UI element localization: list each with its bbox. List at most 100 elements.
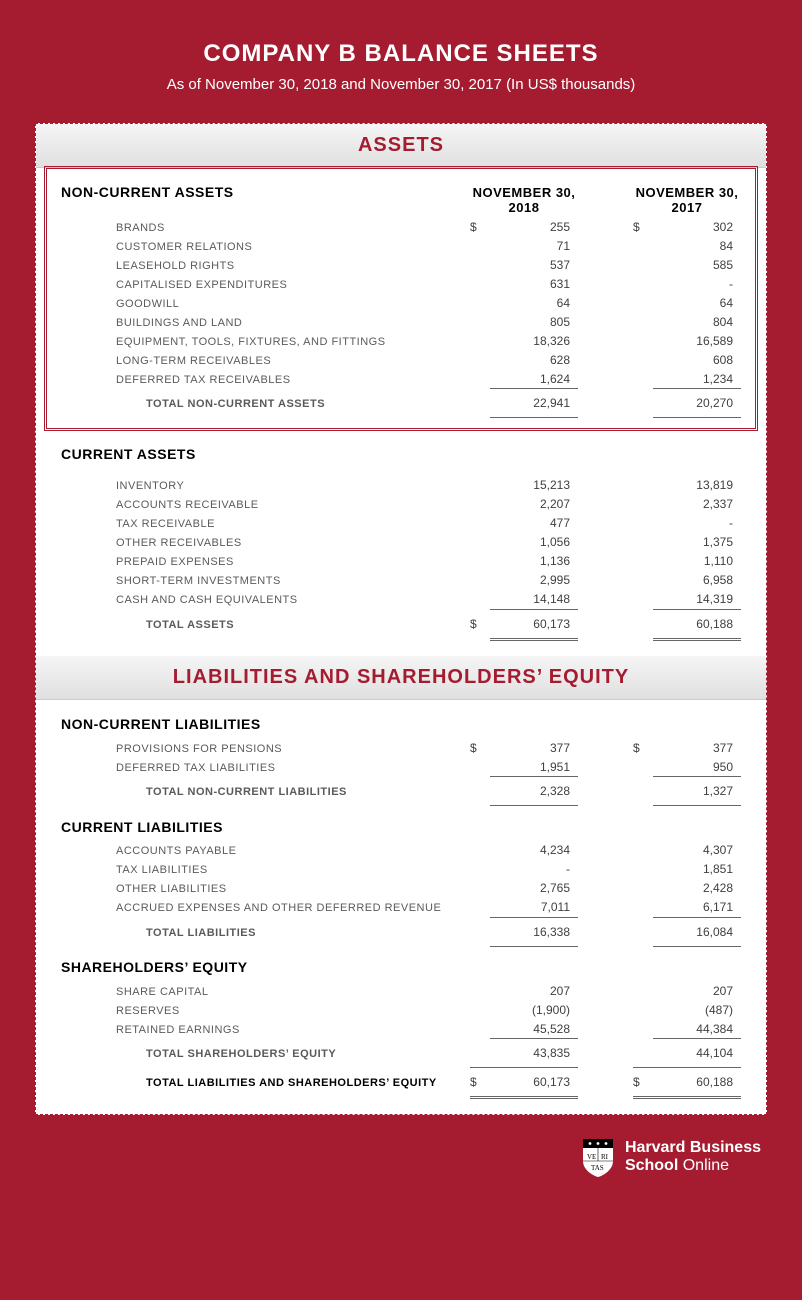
- line-item-value: -: [490, 860, 578, 879]
- non-current-assets-box: NON-CURRENT ASSETS NOVEMBER 30, 2018 NOV…: [46, 168, 756, 429]
- line-item-value: 377: [653, 738, 741, 757]
- currency-symbol: [470, 274, 490, 293]
- currency-symbol: [470, 350, 490, 369]
- subtotal-value: 2,328: [490, 777, 578, 806]
- subtotal-label: TOTAL LIABILITIES: [61, 917, 470, 946]
- currency-symbol: [470, 757, 490, 777]
- page-title: COMPANY B BALANCE SHEETS: [35, 40, 767, 68]
- line-item-value: 14,319: [653, 590, 741, 610]
- line-item-value: 207: [490, 981, 578, 1000]
- line-item-value: 477: [490, 514, 578, 533]
- line-item-label: TAX LIABILITIES: [61, 860, 470, 879]
- currency-symbol: [470, 571, 490, 590]
- subtotal-label: TOTAL SHAREHOLDERS’ EQUITY: [61, 1039, 470, 1068]
- line-item-value: 1,110: [653, 552, 741, 571]
- line-item-value: 15,213: [490, 476, 578, 495]
- currency-symbol: [633, 533, 653, 552]
- line-item-value: 255: [490, 217, 578, 236]
- hbs-line1: Harvard Business: [625, 1139, 761, 1157]
- line-item-value: 1,951: [490, 757, 578, 777]
- currency-symbol: [633, 476, 653, 495]
- line-item-value: 631: [490, 274, 578, 293]
- line-item-value: 6,958: [653, 571, 741, 590]
- currency-symbol: [470, 476, 490, 495]
- line-item-label: ACCOUNTS RECEIVABLE: [61, 495, 470, 514]
- non-current-liabilities-table: NON-CURRENT LIABILITIES PROVISIONS FOR P…: [61, 714, 741, 807]
- line-item-label: CUSTOMER RELATIONS: [61, 236, 470, 255]
- line-item-label: RETAINED EARNINGS: [61, 1019, 470, 1039]
- non-current-assets-table: NON-CURRENT ASSETS NOVEMBER 30, 2018 NOV…: [61, 181, 741, 418]
- hbs-line2b: Online: [683, 1157, 729, 1174]
- group-title: NON-CURRENT LIABILITIES: [61, 714, 741, 739]
- line-item-value: (487): [653, 1000, 741, 1019]
- line-item-value: 302: [653, 217, 741, 236]
- line-item-value: 377: [490, 738, 578, 757]
- currency-symbol: $: [470, 609, 490, 639]
- subtotal-value: 1,327: [653, 777, 741, 806]
- line-item-label: CASH AND CASH EQUIVALENTS: [61, 590, 470, 610]
- grand-total-value: 60,188: [653, 1068, 741, 1098]
- svg-text:TAS: TAS: [591, 1164, 604, 1172]
- line-item-value: 7,011: [490, 898, 578, 918]
- line-item-value: 1,375: [653, 533, 741, 552]
- line-item-label: GOODWILL: [61, 293, 470, 312]
- line-item-label: OTHER LIABILITIES: [61, 879, 470, 898]
- currency-symbol: [633, 495, 653, 514]
- subtotal-value: 16,338: [490, 917, 578, 946]
- line-item-value: 13,819: [653, 476, 741, 495]
- line-item-value: 84: [653, 236, 741, 255]
- line-item-value: -: [653, 274, 741, 293]
- line-item-label: TAX RECEIVABLE: [61, 514, 470, 533]
- line-item-label: EQUIPMENT, TOOLS, FIXTURES, AND FITTINGS: [61, 331, 470, 350]
- group-title: NON-CURRENT ASSETS: [61, 181, 470, 217]
- line-item-value: 6,171: [653, 898, 741, 918]
- subtotal-value: 43,835: [490, 1039, 578, 1068]
- line-item-value: 64: [653, 293, 741, 312]
- line-item-label: OTHER RECEIVABLES: [61, 533, 470, 552]
- currency-symbol: $: [633, 738, 653, 757]
- currency-symbol: [470, 841, 490, 860]
- currency-symbol: [470, 495, 490, 514]
- section-header-assets: ASSETS: [36, 124, 766, 168]
- currency-symbol: [470, 1019, 490, 1039]
- grand-total-label: TOTAL ASSETS: [61, 609, 470, 639]
- currency-symbol: [633, 312, 653, 331]
- line-item-value: 45,528: [490, 1019, 578, 1039]
- grand-total-value: 60,173: [490, 609, 578, 639]
- hbs-logo: VE RI TAS Harvard Business School Online: [581, 1137, 761, 1177]
- line-item-value: 1,624: [490, 369, 578, 389]
- column-header: NOVEMBER 30, 2018: [470, 181, 578, 217]
- line-item-value: 805: [490, 312, 578, 331]
- current-assets-table: CURRENT ASSETS INVENTORY15,21313,819ACCO…: [61, 443, 741, 641]
- line-item-value: 2,337: [653, 495, 741, 514]
- line-item-value: 1,234: [653, 369, 741, 389]
- currency-symbol: [470, 533, 490, 552]
- group-title: CURRENT LIABILITIES: [61, 816, 741, 841]
- line-item-value: 2,995: [490, 571, 578, 590]
- line-item-value: 64: [490, 293, 578, 312]
- hbs-line2a: School: [625, 1157, 678, 1174]
- line-item-label: BUILDINGS AND LAND: [61, 312, 470, 331]
- grand-total-label: TOTAL LIABILITIES AND SHAREHOLDERS’ EQUI…: [61, 1068, 470, 1098]
- currency-symbol: [470, 590, 490, 610]
- currency-symbol: [633, 236, 653, 255]
- line-item-value: 16,589: [653, 331, 741, 350]
- hbs-text: Harvard Business School Online: [625, 1139, 761, 1176]
- line-item-value: 1,851: [653, 860, 741, 879]
- currency-symbol: [633, 879, 653, 898]
- currency-symbol: [633, 293, 653, 312]
- currency-symbol: [633, 350, 653, 369]
- line-item-label: INVENTORY: [61, 476, 470, 495]
- line-item-value: 44,384: [653, 1019, 741, 1039]
- currency-symbol: [470, 369, 490, 389]
- group-title: SHAREHOLDERS’ EQUITY: [61, 957, 741, 982]
- currency-symbol: $: [633, 217, 653, 236]
- currency-symbol: [633, 369, 653, 389]
- currency-symbol: [470, 860, 490, 879]
- line-item-value: 628: [490, 350, 578, 369]
- line-item-label: LEASEHOLD RIGHTS: [61, 255, 470, 274]
- subtotal-label: TOTAL NON-CURRENT LIABILITIES: [61, 777, 470, 806]
- line-item-label: ACCOUNTS PAYABLE: [61, 841, 470, 860]
- currency-symbol: [470, 255, 490, 274]
- currency-symbol: [470, 331, 490, 350]
